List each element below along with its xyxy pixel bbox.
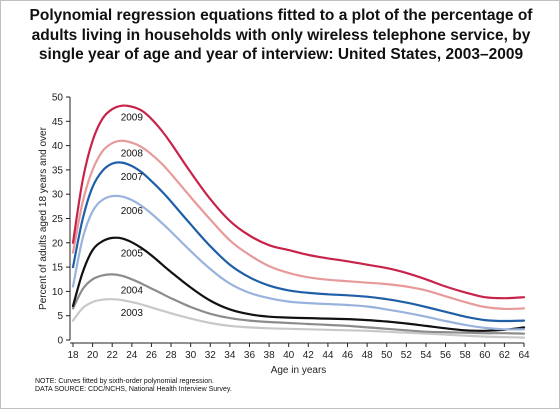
x-tick-label: 32 <box>205 350 217 361</box>
series-line-2007 <box>71 161 526 323</box>
y-tick-label: 50 <box>52 93 64 104</box>
y-tick-label: 10 <box>52 287 64 298</box>
x-tick-label: 34 <box>224 350 236 361</box>
series-label-2007: 2007 <box>121 172 144 183</box>
series-lines <box>71 104 526 339</box>
y-tick-label: 40 <box>52 141 64 152</box>
x-tick-label: 38 <box>264 350 276 361</box>
x-tick-label: 20 <box>87 350 99 361</box>
x-tick-label: 58 <box>460 350 472 361</box>
axes: 0 5 10 15 20 25 30 35 40 45 50 18 20 22 24 26 28 30 32 34 36… <box>52 93 530 362</box>
series-line-2006 <box>71 194 526 331</box>
series-line-2005 <box>71 236 526 332</box>
series-line-2003 <box>71 298 526 339</box>
footnote-source: DATA SOURCE: CDC/NCHS, National Health I… <box>35 386 232 393</box>
x-tick-label: 22 <box>107 350 119 361</box>
x-tick-label: 42 <box>303 350 315 361</box>
y-tick-label: 45 <box>52 117 64 128</box>
x-tick-label: 30 <box>185 350 197 361</box>
x-tick-label: 64 <box>518 350 530 361</box>
x-tick-label: 44 <box>322 350 334 361</box>
chart-title: Polynomial regression equations fitted t… <box>29 7 533 63</box>
x-tick-label: 46 <box>342 350 354 361</box>
series-label-2009: 2009 <box>121 113 144 124</box>
x-tick-label: 54 <box>420 350 432 361</box>
y-tick-label: 20 <box>52 238 64 249</box>
x-tick-label: 56 <box>440 350 452 361</box>
x-tick-label: 26 <box>146 350 158 361</box>
x-tick-label: 62 <box>499 350 511 361</box>
y-tick-label: 35 <box>52 165 64 176</box>
y-tick-label: 15 <box>52 263 64 274</box>
series-label-2005: 2005 <box>121 248 144 259</box>
series-label-2008: 2008 <box>121 149 144 160</box>
footnote-note: NOTE: Curves fitted by sixth-order polyn… <box>35 378 214 385</box>
y-tick-label: 5 <box>57 311 63 322</box>
x-tick-label: 40 <box>283 350 295 361</box>
x-axis-label: Age in years <box>271 365 327 376</box>
y-tick-label: 0 <box>57 336 63 347</box>
series-label-2004: 2004 <box>121 285 144 296</box>
y-tick-label: 25 <box>52 214 64 225</box>
series-label-2006: 2006 <box>121 206 144 217</box>
series-line-2009 <box>71 104 526 300</box>
series-line-2004 <box>71 273 526 335</box>
x-tick-label: 48 <box>362 350 374 361</box>
y-tick-label: 30 <box>52 190 64 201</box>
y-axis-label: Percent of adults aged 18 years and over <box>38 126 49 310</box>
series-line-2008 <box>71 139 526 311</box>
series-labels: 2009 2008 2007 2006 2005 2004 2003 <box>121 113 144 319</box>
series-label-2003: 2003 <box>121 308 144 319</box>
x-tick-label: 52 <box>401 350 413 361</box>
x-tick-label: 24 <box>126 350 138 361</box>
x-tick-label: 18 <box>67 350 79 361</box>
x-tick-label: 60 <box>479 350 491 361</box>
x-tick-label: 28 <box>165 350 177 361</box>
x-tick-label: 36 <box>244 350 256 361</box>
x-tick-label: 50 <box>381 350 393 361</box>
